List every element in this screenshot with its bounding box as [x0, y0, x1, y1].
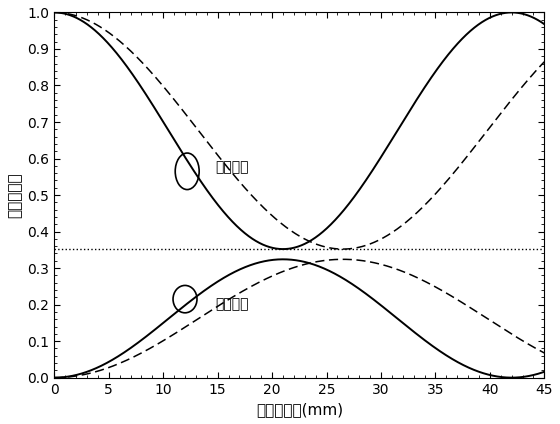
Text: 中间纤芯: 中间纤芯 — [216, 160, 249, 174]
Y-axis label: 归一化能量: 归一化能量 — [7, 172, 22, 218]
X-axis label: 传输距离，(mm): 传输距离，(mm) — [256, 402, 343, 417]
Text: 两侧纤芯: 两侧纤芯 — [216, 297, 249, 311]
